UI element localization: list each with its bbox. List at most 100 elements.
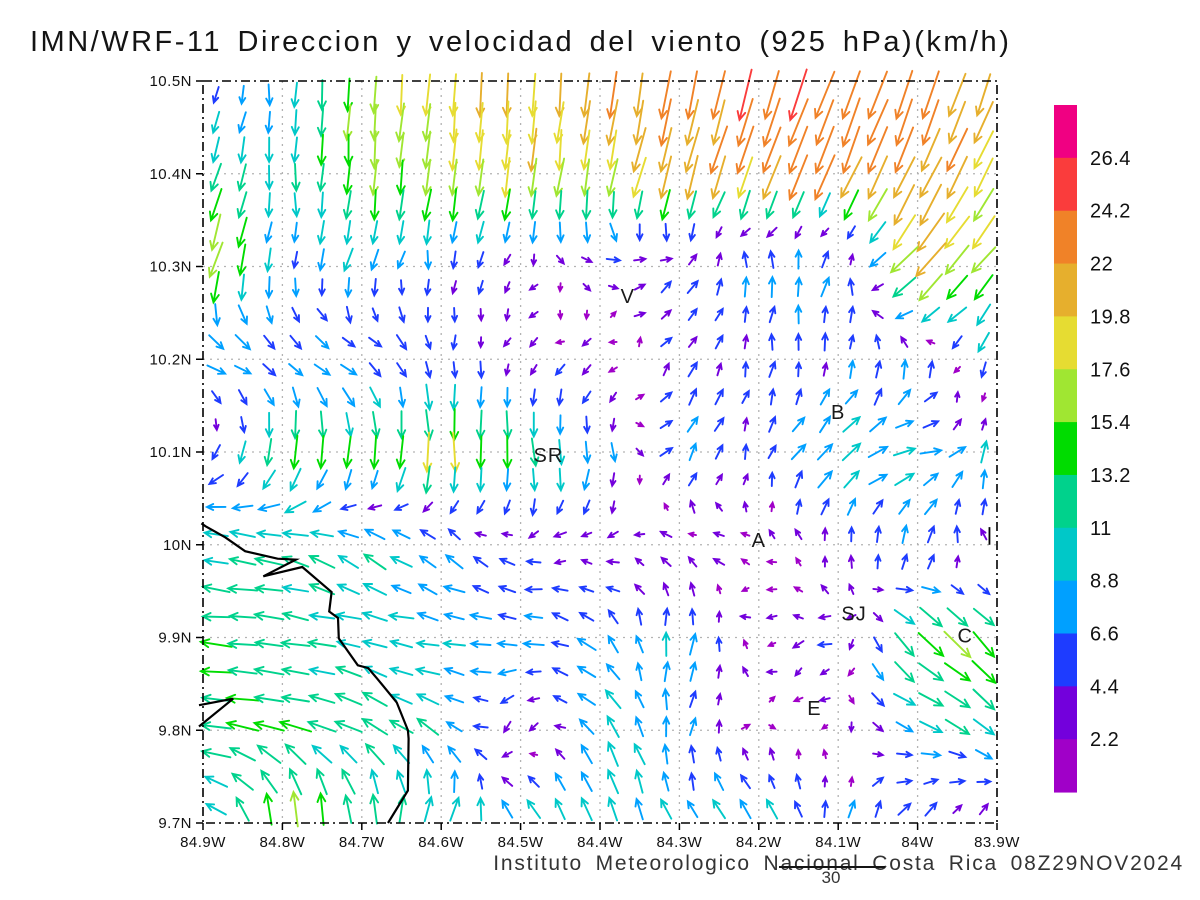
wind-arrow [211, 110, 221, 135]
wind-arrow [840, 156, 863, 200]
wind-arrow [972, 688, 996, 711]
wind-arrow [689, 716, 698, 737]
wind-arrow [580, 743, 593, 765]
wind-arrow [686, 279, 699, 294]
wind-arrow [342, 247, 354, 273]
wind-arrow [371, 307, 379, 323]
wind-arrow [415, 717, 440, 736]
wind-arrow [953, 524, 961, 544]
wind-arrow [920, 127, 941, 173]
wind-arrow [501, 72, 512, 119]
wind-arrow [582, 499, 591, 516]
wind-arrow [342, 435, 353, 470]
wind-arrow [662, 660, 671, 683]
wind-arrow [502, 221, 511, 244]
wind-arrow [609, 442, 618, 464]
wind-arrow [306, 720, 337, 733]
wind-arrow [204, 503, 227, 511]
wind-arrow [605, 99, 619, 147]
wind-arrow [361, 610, 388, 622]
wind-arrow [224, 720, 260, 732]
wind-arrow [581, 337, 592, 347]
wind-arrow [576, 665, 597, 678]
wind-arrow [418, 555, 437, 569]
wind-arrow [842, 415, 862, 433]
wind-arrow [230, 503, 254, 512]
wind-arrow [210, 136, 221, 165]
wind-arrow [307, 693, 336, 704]
wind-arrow [841, 125, 861, 175]
wind-arrow [554, 363, 566, 377]
wind-arrow [609, 500, 617, 515]
wind-arrow [441, 639, 466, 649]
wind-arrow [607, 366, 618, 373]
wind-arrow [973, 101, 994, 145]
wind-arrow [768, 773, 776, 789]
wind-arrow [944, 244, 970, 276]
wind-arrow [604, 688, 622, 710]
colorbar-level-label: 19.8 [1090, 306, 1131, 328]
colorbar-level-label: 8.8 [1090, 571, 1119, 593]
wind-arrow [687, 360, 698, 378]
wind-arrow [556, 221, 565, 244]
wind-arrow [739, 773, 751, 790]
wind-arrow [768, 275, 777, 299]
wind-arrow [474, 189, 485, 221]
wind-arrow [634, 689, 645, 709]
wind-arrow [530, 253, 538, 267]
wind-arrow [361, 691, 388, 707]
colorbar-level-label: 2.2 [1090, 729, 1119, 751]
wind-arrow [742, 472, 749, 486]
wind-arrow [820, 583, 830, 595]
chart-title: IMN/WRF-11 Direccion y velocidad del vie… [30, 26, 1012, 58]
wind-arrow [557, 282, 564, 294]
wind-arrow [974, 749, 994, 760]
wind-arrow [449, 795, 461, 822]
wind-arrow [209, 162, 222, 193]
colorbar-segment [1054, 739, 1077, 793]
colorbar-level-label: 11 [1090, 518, 1112, 540]
wind-arrow [894, 472, 916, 487]
wind-arrow [660, 336, 674, 348]
wind-arrow [687, 307, 698, 321]
coastline-path [200, 522, 410, 824]
wind-arrow [896, 750, 914, 759]
wind-arrow [715, 718, 723, 734]
wind-arrow [871, 309, 884, 320]
wind-arrow [973, 274, 994, 301]
wind-arrow [421, 158, 432, 197]
wind-arrow [477, 360, 485, 380]
wind-arrow [739, 798, 752, 820]
wind-arrow [556, 414, 565, 436]
wind-arrow [658, 155, 673, 200]
wind-arrow [317, 191, 327, 220]
wind-arrow [607, 768, 620, 795]
wind-arrow [787, 125, 809, 175]
wind-arrow [255, 529, 282, 539]
wind-arrow [609, 417, 617, 433]
wind-arrow [451, 306, 459, 324]
wind-arrow [874, 524, 882, 543]
wind-arrow [710, 99, 726, 147]
wind-arrow [714, 333, 724, 350]
wind-arrow [580, 129, 591, 172]
wind-arrow [946, 306, 968, 324]
wind-arrow [503, 720, 512, 734]
wind-arrow [204, 802, 227, 816]
wind-arrow [396, 250, 406, 270]
colorbar-segment [1054, 105, 1077, 159]
colorbar-segment [1054, 633, 1077, 687]
x-tick-label: 84.2W [736, 834, 782, 851]
colorbar-segment [1054, 686, 1077, 740]
wind-arrow [872, 586, 885, 593]
wind-arrow [582, 440, 592, 465]
wind-arrow [580, 531, 593, 538]
station-label-v: V [621, 286, 635, 308]
wind-arrow [607, 634, 619, 654]
wind-arrow [252, 720, 285, 732]
wind-arrow [688, 607, 697, 626]
wind-arrow [848, 721, 855, 734]
wind-arrow [311, 744, 333, 764]
wind-arrow [264, 110, 274, 135]
wind-arrow [711, 798, 726, 820]
